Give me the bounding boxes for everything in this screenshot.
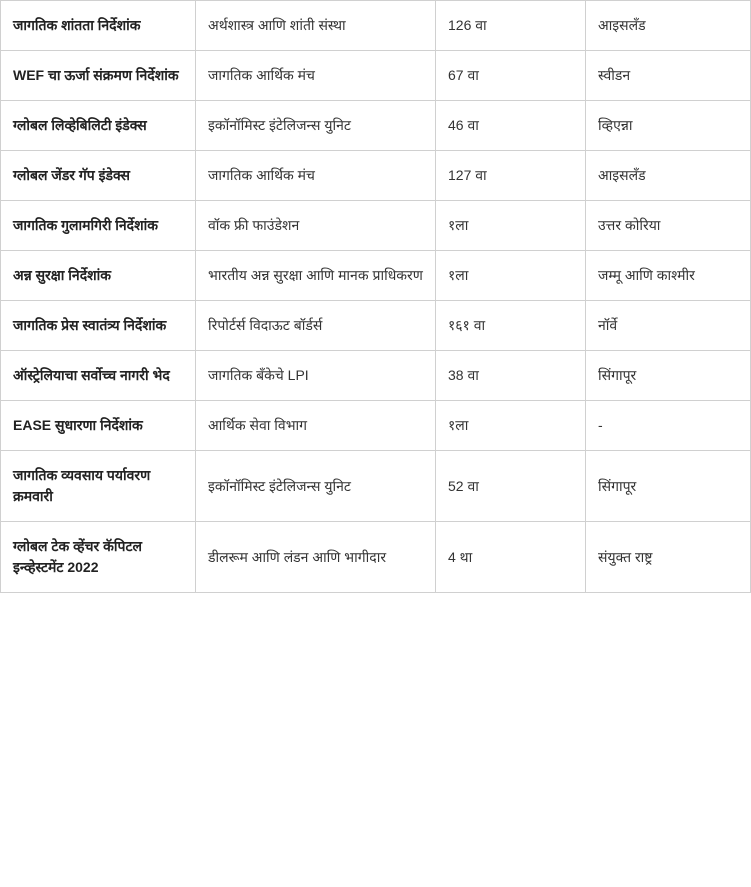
index-name-cell: ग्लोबल टेक व्हेंचर कॅपिटल इन्व्हेस्टमेंट… — [1, 522, 196, 593]
index-name-cell: ऑस्ट्रेलियाचा सर्वोच्च नागरी भेद — [1, 351, 196, 401]
table-body: जागतिक शांतता निर्देशांक अर्थशास्त्र आणि… — [1, 1, 751, 593]
table-row: ऑस्ट्रेलियाचा सर्वोच्च नागरी भेद जागतिक … — [1, 351, 751, 401]
top-entry-cell: - — [586, 401, 751, 451]
table-row: जागतिक शांतता निर्देशांक अर्थशास्त्र आणि… — [1, 1, 751, 51]
top-entry-cell: जम्मू आणि काश्मीर — [586, 251, 751, 301]
rank-cell: १ला — [436, 251, 586, 301]
top-entry-cell: उत्तर कोरिया — [586, 201, 751, 251]
issuing-body-cell: अर्थशास्त्र आणि शांती संस्था — [196, 1, 436, 51]
issuing-body-cell: इकॉनॉमिस्ट इंटेलिजन्स युनिट — [196, 451, 436, 522]
index-name-cell: जागतिक प्रेस स्वातंत्र्य निर्देशांक — [1, 301, 196, 351]
table-row: ग्लोबल लिव्हेबिलिटी इंडेक्स इकॉनॉमिस्ट इ… — [1, 101, 751, 151]
top-entry-cell: सिंगापूर — [586, 351, 751, 401]
rank-cell: १६१ वा — [436, 301, 586, 351]
issuing-body-cell: रिपोर्टर्स विदाऊट बॉर्डर्स — [196, 301, 436, 351]
index-ranking-table: जागतिक शांतता निर्देशांक अर्थशास्त्र आणि… — [0, 0, 751, 593]
top-entry-cell: सिंगापूर — [586, 451, 751, 522]
index-name-cell: ग्लोबल जेंडर गॅप इंडेक्स — [1, 151, 196, 201]
issuing-body-cell: इकॉनॉमिस्ट इंटेलिजन्स युनिट — [196, 101, 436, 151]
top-entry-cell: संयुक्त राष्ट्र — [586, 522, 751, 593]
table-row: WEF चा ऊर्जा संक्रमण निर्देशांक जागतिक आ… — [1, 51, 751, 101]
top-entry-cell: आइसलँड — [586, 1, 751, 51]
index-name-cell: जागतिक शांतता निर्देशांक — [1, 1, 196, 51]
index-name-cell: EASE सुधारणा निर्देशांक — [1, 401, 196, 451]
top-entry-cell: नॉर्वे — [586, 301, 751, 351]
top-entry-cell: स्वीडन — [586, 51, 751, 101]
index-name-cell: जागतिक व्यवसाय पर्यावरण क्रमवारी — [1, 451, 196, 522]
issuing-body-cell: जागतिक बँकेचे LPI — [196, 351, 436, 401]
index-name-cell: अन्न सुरक्षा निर्देशांक — [1, 251, 196, 301]
table-row: जागतिक प्रेस स्वातंत्र्य निर्देशांक रिपो… — [1, 301, 751, 351]
top-entry-cell: आइसलँड — [586, 151, 751, 201]
issuing-body-cell: जागतिक आर्थिक मंच — [196, 51, 436, 101]
rank-cell: १ला — [436, 401, 586, 451]
rank-cell: १ला — [436, 201, 586, 251]
issuing-body-cell: वॉक फ्री फाउंडेशन — [196, 201, 436, 251]
top-entry-cell: व्हिएन्ना — [586, 101, 751, 151]
table-row: जागतिक गुलामगिरी निर्देशांक वॉक फ्री फाउ… — [1, 201, 751, 251]
table-row: ग्लोबल जेंडर गॅप इंडेक्स जागतिक आर्थिक म… — [1, 151, 751, 201]
rank-cell: 46 वा — [436, 101, 586, 151]
table-row: जागतिक व्यवसाय पर्यावरण क्रमवारी इकॉनॉमि… — [1, 451, 751, 522]
rank-cell: 127 वा — [436, 151, 586, 201]
rank-cell: 67 वा — [436, 51, 586, 101]
rank-cell: 52 वा — [436, 451, 586, 522]
index-name-cell: जागतिक गुलामगिरी निर्देशांक — [1, 201, 196, 251]
rank-cell: 4 था — [436, 522, 586, 593]
issuing-body-cell: भारतीय अन्न सुरक्षा आणि मानक प्राधिकरण — [196, 251, 436, 301]
issuing-body-cell: आर्थिक सेवा विभाग — [196, 401, 436, 451]
issuing-body-cell: डीलरूम आणि लंडन आणि भागीदार — [196, 522, 436, 593]
table-row: EASE सुधारणा निर्देशांक आर्थिक सेवा विभा… — [1, 401, 751, 451]
rank-cell: 38 वा — [436, 351, 586, 401]
rank-cell: 126 वा — [436, 1, 586, 51]
table-row: ग्लोबल टेक व्हेंचर कॅपिटल इन्व्हेस्टमेंट… — [1, 522, 751, 593]
issuing-body-cell: जागतिक आर्थिक मंच — [196, 151, 436, 201]
table-row: अन्न सुरक्षा निर्देशांक भारतीय अन्न सुरक… — [1, 251, 751, 301]
index-name-cell: ग्लोबल लिव्हेबिलिटी इंडेक्स — [1, 101, 196, 151]
index-name-cell: WEF चा ऊर्जा संक्रमण निर्देशांक — [1, 51, 196, 101]
